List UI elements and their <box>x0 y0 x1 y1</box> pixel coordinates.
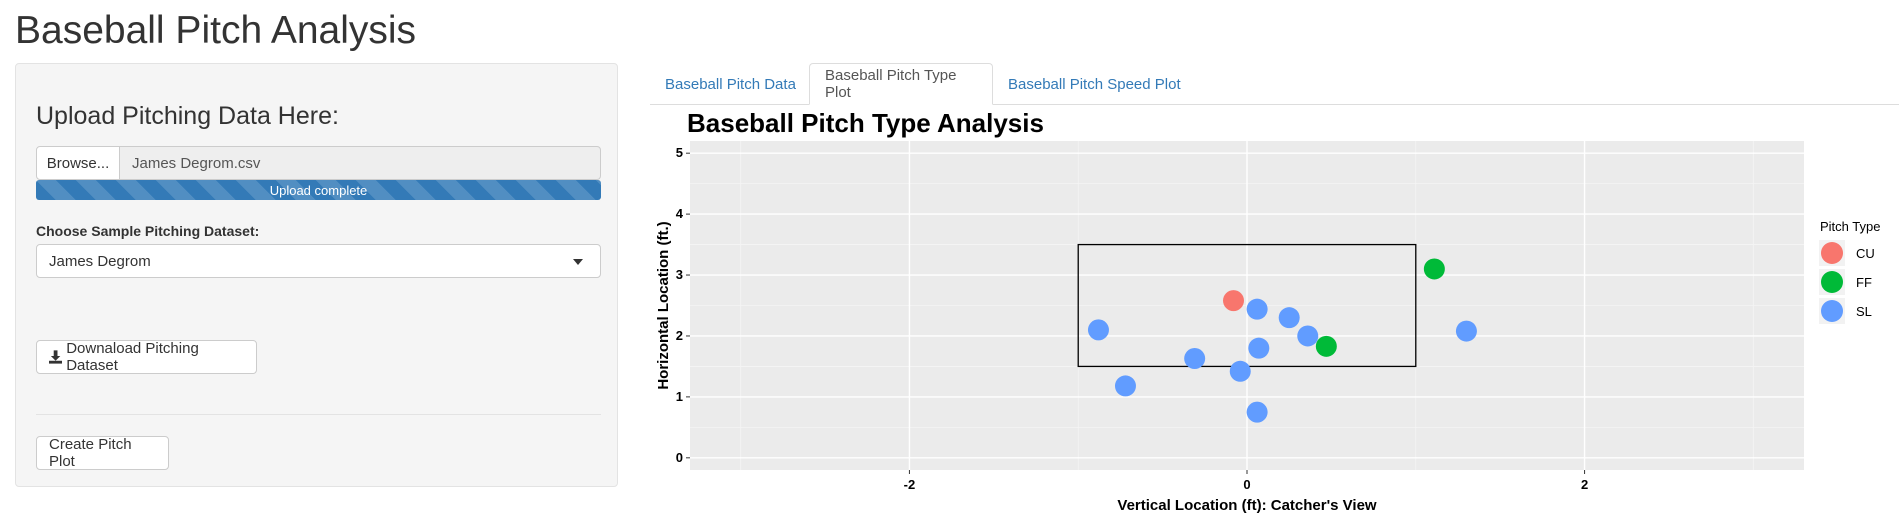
legend-title: Pitch Type <box>1820 219 1880 234</box>
data-point-sl <box>1246 401 1268 423</box>
upload-status-text: Upload complete <box>269 182 368 198</box>
data-point-sl <box>1229 360 1251 382</box>
y-tick-label: 2 <box>676 328 683 343</box>
data-point-sl <box>1114 375 1136 397</box>
data-point-sl <box>1246 298 1268 320</box>
tab-pitch-type-plot[interactable]: Baseball Pitch Type Plot <box>809 63 993 105</box>
data-point-sl <box>1455 320 1477 342</box>
data-point-cu <box>1222 290 1244 312</box>
x-tick-label: 0 <box>1243 477 1250 492</box>
upload-heading: Upload Pitching Data Here: <box>36 102 339 130</box>
y-tick-label: 5 <box>676 145 683 160</box>
download-dataset-button[interactable]: Downaload Pitching Dataset <box>36 340 257 374</box>
data-point-sl <box>1184 348 1206 370</box>
browse-button[interactable]: Browse... <box>36 146 120 180</box>
legend-key-cu <box>1821 242 1843 264</box>
app-title: Baseball Pitch Analysis <box>15 9 417 52</box>
tab-pitch-data[interactable]: Baseball Pitch Data <box>665 75 796 93</box>
data-point-sl <box>1087 319 1109 341</box>
upload-progress-bar: Upload complete <box>36 180 601 200</box>
y-tick-label: 3 <box>676 267 683 282</box>
x-tick-label: -2 <box>904 477 916 492</box>
legend-key-ff <box>1821 271 1843 293</box>
download-icon <box>49 350 63 364</box>
legend-label-cu: CU <box>1856 246 1875 261</box>
pitch-type-scatter-plot: Baseball Pitch Type Analysis -2 0 2 0 1 2 3 4 5 Ve… <box>655 108 1880 514</box>
legend-key-sl <box>1821 300 1843 322</box>
dataset-label: Choose Sample Pitching Dataset: <box>36 223 260 239</box>
dataset-select[interactable]: James Degrom <box>36 244 601 278</box>
legend-label-ff: FF <box>1856 275 1872 290</box>
data-point-sl <box>1278 307 1300 329</box>
dataset-selected-value: James Degrom <box>49 252 151 270</box>
y-tick-label: 4 <box>676 206 684 221</box>
data-point-sl <box>1248 337 1270 359</box>
sidebar-panel: Upload Pitching Data Here: Browse... Jam… <box>15 63 618 487</box>
y-axis-title: Horizontal Location (ft.) <box>655 221 672 389</box>
sidebar-divider <box>36 414 601 415</box>
file-name-field: James Degrom.csv <box>120 146 601 180</box>
tab-pitch-speed-plot[interactable]: Baseball Pitch Speed Plot <box>1008 75 1181 93</box>
data-point-ff <box>1315 335 1337 357</box>
x-axis-title: Vertical Location (ft): Catcher's View <box>1117 497 1377 514</box>
y-tick-label: 1 <box>676 389 683 404</box>
file-upload: Browse... James Degrom.csv <box>36 146 601 180</box>
upload-progress-fill: Upload complete <box>36 180 601 200</box>
chart-title: Baseball Pitch Type Analysis <box>687 108 1044 138</box>
caret-down-icon <box>573 259 583 265</box>
x-tick-label: 2 <box>1581 477 1588 492</box>
download-label: Downaload Pitching Dataset <box>66 340 199 374</box>
tab-bar: Baseball Pitch Data Baseball Pitch Type … <box>650 63 1899 105</box>
data-point-ff <box>1423 258 1445 280</box>
create-pitch-plot-button[interactable]: Create Pitch Plot <box>36 436 169 470</box>
y-tick-label: 0 <box>676 450 683 465</box>
legend-label-sl: SL <box>1856 304 1872 319</box>
data-point-sl <box>1297 325 1319 347</box>
